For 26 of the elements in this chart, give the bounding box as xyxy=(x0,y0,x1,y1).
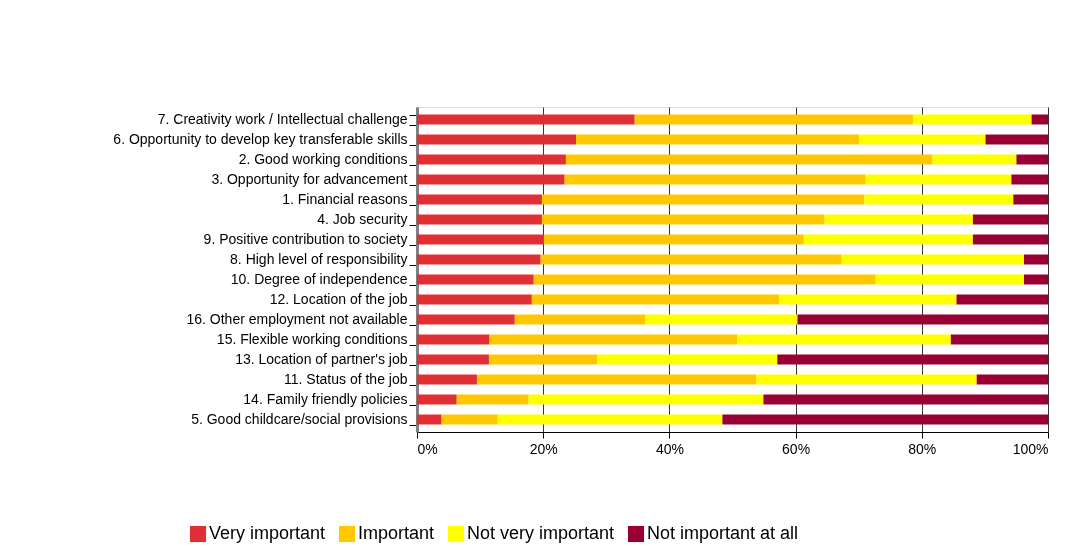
y-tick-label: 8. High level of responsibility xyxy=(230,251,408,267)
x-tick-label: 0% xyxy=(417,440,438,457)
y-tick-label: 6. Opportunity to develop key transferable skills xyxy=(113,131,408,147)
y-tick-label: 12. Location of the job xyxy=(269,291,408,307)
y-tick-label: 15. Flexible working conditions xyxy=(216,331,408,347)
x-tick-label: 80% xyxy=(908,440,937,457)
legend-label: Important xyxy=(358,523,435,543)
y-tick-label: 5. Good childcare/social provisions xyxy=(191,411,408,427)
x-tick-label: 20% xyxy=(529,440,558,457)
y-tick-label: 10. Degree of independence xyxy=(230,271,408,287)
x-tick-label: 40% xyxy=(655,440,684,457)
y-tick-label: 7. Creativity work / Intellectual challenge xyxy=(157,111,408,127)
y-tick-label: 4. Job security xyxy=(317,211,408,227)
y-tick-label: 1. Financial reasons xyxy=(282,191,408,207)
legend-label: Very important xyxy=(209,523,326,543)
y-tick-label: 16. Other employment not available xyxy=(186,311,408,327)
y-tick-label: 13. Location of partner's job xyxy=(235,351,408,367)
x-tick-label: 100% xyxy=(1012,440,1049,457)
legend-label: Not very important xyxy=(467,523,615,543)
legend-label: Not important at all xyxy=(647,523,799,543)
y-tick-label: 3. Opportunity for advancement xyxy=(211,171,408,187)
x-tick-label: 60% xyxy=(782,440,811,457)
y-tick-label: 14. Family friendly policies xyxy=(243,391,408,407)
y-tick-label: 11. Status of the job xyxy=(284,371,408,387)
y-tick-label: 2. Good working conditions xyxy=(238,151,408,167)
y-tick-label: 9. Positive contribution to society xyxy=(203,231,408,247)
